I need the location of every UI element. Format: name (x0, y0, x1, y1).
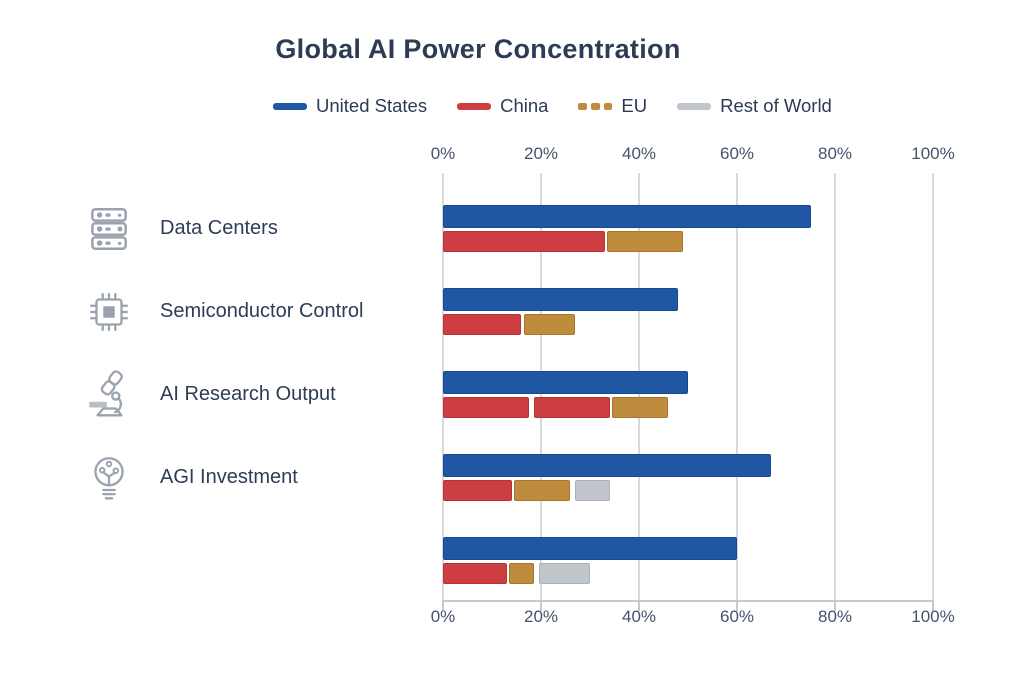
bar-segment-eu (509, 563, 534, 584)
legend-item-united-states: United States (273, 95, 427, 117)
x-axis-bottom-tick-label: 80% (817, 607, 853, 626)
bar-segment-rest-of-world (575, 480, 610, 501)
legend-swatch-dash (591, 102, 600, 110)
x-axis-baseline (443, 600, 933, 602)
chart-title: Global AI Power Concentration (275, 34, 681, 64)
legend-item-rest-of-world: Rest of World (677, 95, 832, 117)
category-label: Semiconductor Control (160, 300, 364, 322)
legend: United States China EU Rest of World (273, 95, 832, 117)
x-axis-top-tick-label: 0% (430, 144, 456, 163)
bar-segment-china (533, 397, 610, 418)
bar-united-states (443, 454, 772, 477)
bar-united-states (443, 537, 737, 560)
legend-label: China (500, 95, 549, 116)
x-axis-bottom-tick (540, 600, 542, 611)
x-axis-bottom-tick-label: 40% (621, 607, 657, 626)
bar-segment-china (443, 314, 522, 335)
x-axis-top-tick-label: 80% (817, 144, 853, 163)
category-label: AGI Investment (160, 466, 298, 488)
x-axis-top-tick-label: 20% (523, 144, 559, 163)
legend-swatch-rest-of-world (677, 102, 712, 110)
legend-swatch-eu (578, 102, 613, 110)
category-label: Data Centers (160, 217, 278, 239)
bar-segment-china (443, 480, 512, 501)
gridline (834, 173, 836, 600)
x-axis-bottom-tick (834, 600, 836, 611)
x-axis-bottom-tick (638, 600, 640, 611)
lightbulb-circuit-icon (84, 453, 134, 503)
x-axis-bottom-tick-label: 100% (911, 607, 955, 626)
microscope-icon (84, 370, 134, 420)
legend-swatch-dash (603, 102, 613, 110)
x-axis-bottom-tick-label: 20% (523, 607, 559, 626)
bar-segment-china (443, 231, 605, 252)
bar-united-states (443, 288, 679, 311)
x-axis-bottom-tick (442, 600, 444, 611)
legend-label: EU (621, 95, 648, 116)
legend-item-china: China (457, 95, 548, 117)
gridline (736, 173, 738, 600)
legend-label: United States (316, 95, 428, 116)
legend-swatch-dash (578, 102, 588, 110)
bar-segment-eu (612, 397, 669, 418)
server-rack-icon (84, 204, 134, 254)
x-axis-top-tick-label: 40% (621, 144, 657, 163)
legend-swatch-china (457, 102, 492, 110)
x-axis-bottom-tick-label: 60% (719, 607, 755, 626)
bar-segment-eu (514, 480, 571, 501)
bar-united-states (443, 371, 688, 394)
bar-segment-eu (607, 231, 684, 252)
x-axis-bottom-tick-label: 0% (430, 607, 456, 626)
x-axis-bottom-tick (736, 600, 738, 611)
gridline (932, 173, 934, 600)
bar-united-states (443, 205, 811, 228)
category-label: AI Research Output (160, 383, 336, 405)
x-axis-top-tick-label: 100% (911, 144, 955, 163)
bar-segment-eu (523, 314, 576, 335)
bar-segment-china (443, 397, 529, 418)
chip-icon (84, 287, 134, 337)
legend-label: Rest of World (720, 95, 832, 116)
legend-item-eu: EU (578, 95, 647, 117)
x-axis-top-tick-label: 60% (719, 144, 755, 163)
bar-segment-rest-of-world (538, 563, 590, 584)
x-axis-bottom-tick (932, 600, 934, 611)
legend-swatch-united-states (273, 102, 307, 110)
bar-segment-china (443, 563, 507, 584)
